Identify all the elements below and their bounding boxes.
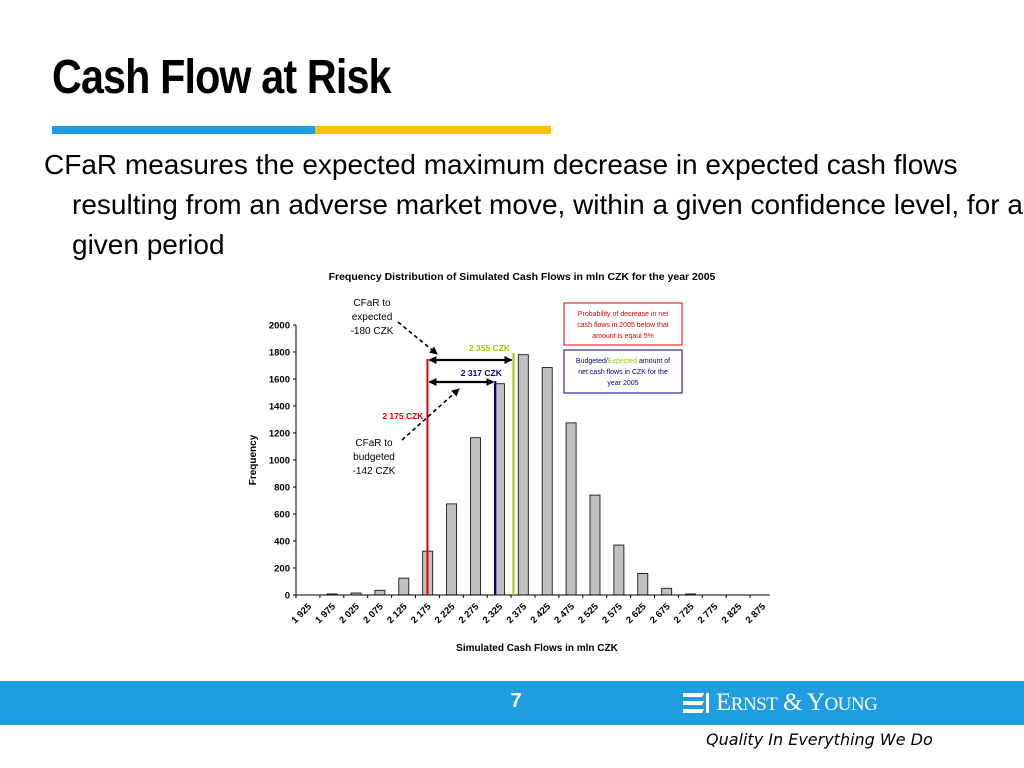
cfar-budgeted-line2: budgeted bbox=[353, 452, 395, 463]
title-rule-blue bbox=[52, 126, 315, 134]
probability-box-text: Probability of decrease in net cash flow… bbox=[577, 311, 668, 340]
marker-label-navy: 2 317 CZK bbox=[461, 368, 503, 378]
marker-label-red: 2 175 CZK bbox=[382, 411, 424, 421]
y-tick-label: 200 bbox=[274, 564, 290, 575]
marker-label-green: 2 355 CZK bbox=[469, 343, 511, 353]
title-rule-yellow bbox=[315, 126, 551, 134]
budget-part-rest: amount of bbox=[637, 358, 670, 365]
x-tick-label: 2 875 bbox=[744, 601, 769, 626]
budget-line2: net cash flows in CZK for the bbox=[578, 369, 668, 376]
x-tick-label: 2 525 bbox=[576, 601, 601, 626]
marker-lines: 2 175 CZK 2 317 CZK 2 355 CZK bbox=[382, 343, 515, 595]
footer-bar bbox=[0, 681, 1024, 725]
x-tick-label: 2 225 bbox=[433, 601, 458, 626]
budget-box bbox=[563, 349, 683, 394]
y-axis-ticks: 0 200 400 600 800 1000 1200 1400 1600 1800 2000 bbox=[269, 321, 296, 602]
x-tick-label: 1 925 bbox=[289, 601, 314, 626]
bar-2425 bbox=[541, 367, 553, 596]
bar-2575 bbox=[613, 544, 625, 596]
cfar-expected-line1: CFaR to bbox=[353, 298, 391, 309]
x-tick-label: 2 475 bbox=[552, 601, 577, 626]
bars bbox=[326, 354, 697, 596]
x-tick-label: 2 575 bbox=[600, 601, 625, 626]
budget-line1: Budgeted/Expected amount of bbox=[576, 358, 670, 365]
tagline: Quality In Everything We Do bbox=[706, 730, 933, 749]
cfar-chart: Frequency Distribution of Simulated Cash… bbox=[248, 271, 770, 654]
chart-title: Frequency Distribution of Simulated Cash… bbox=[329, 271, 716, 283]
bar-2625 bbox=[637, 572, 649, 596]
y-tick-label: 1400 bbox=[269, 402, 290, 413]
x-tick-label: 2 325 bbox=[481, 601, 506, 626]
axes bbox=[295, 325, 770, 596]
cfar-budgeted-annotation: CFaR to budgeted -142 CZK bbox=[353, 438, 396, 477]
x-tick-label: 2 375 bbox=[505, 601, 530, 626]
x-tick-label: 2 825 bbox=[720, 601, 745, 626]
slide-title: Cash Flow at Risk bbox=[52, 51, 391, 104]
y-tick-label: 1200 bbox=[269, 429, 290, 440]
x-tick-label: 2 175 bbox=[409, 601, 434, 626]
x-axis-ticks: 1 925 1 975 2 025 2 075 2 125 2 175 2 225 2 275… bbox=[289, 595, 769, 626]
bar-2125 bbox=[398, 577, 410, 596]
x-tick-label: 2 425 bbox=[528, 601, 553, 626]
ernst-young-logo: ERNST & YOUNG bbox=[680, 686, 940, 722]
x-axis-label: Simulated Cash Flows in mln CZK bbox=[456, 643, 618, 654]
ey-bars-icon bbox=[683, 693, 709, 713]
cfar-budgeted-line3: -142 CZK bbox=[353, 466, 396, 477]
page-number: 7 bbox=[510, 690, 522, 712]
bar-2675 bbox=[661, 587, 673, 596]
y-tick-label: 400 bbox=[274, 537, 290, 548]
x-tick-label: 2 625 bbox=[624, 601, 649, 626]
y-tick-label: 1000 bbox=[269, 456, 290, 467]
x-tick-label: 2 075 bbox=[361, 601, 386, 626]
budget-part-budgeted: Budgeted/ bbox=[576, 358, 608, 365]
y-tick-label: 1600 bbox=[269, 375, 290, 386]
cfar-budgeted-pointer bbox=[401, 388, 460, 441]
x-tick-label: 2 025 bbox=[337, 601, 362, 626]
y-tick-label: 800 bbox=[274, 483, 290, 494]
logo-wordmark: ERNST & YOUNG bbox=[716, 689, 878, 716]
x-tick-label: 2 775 bbox=[696, 601, 721, 626]
x-tick-label: 2 125 bbox=[385, 601, 410, 626]
cfar-expected-line3: -180 CZK bbox=[351, 326, 394, 337]
probability-box bbox=[563, 302, 683, 346]
x-tick-label: 2 675 bbox=[648, 601, 673, 626]
bar-2375 bbox=[517, 354, 529, 596]
x-tick-label: 2 725 bbox=[672, 601, 697, 626]
budget-part-expected: Expected bbox=[608, 358, 637, 365]
body-text: CFaR measures the expected maximum decre… bbox=[44, 149, 1023, 260]
bar-2475 bbox=[565, 422, 577, 596]
x-tick-label: 2 275 bbox=[457, 601, 482, 626]
bar-2275 bbox=[470, 437, 481, 596]
y-tick-label: 600 bbox=[274, 510, 290, 521]
y-tick-label: 1800 bbox=[269, 348, 290, 359]
probability-line1: Probability of decrease in net bbox=[578, 311, 668, 318]
cfar-expected-pointer bbox=[397, 321, 438, 355]
bar-2225 bbox=[446, 503, 458, 596]
probability-line3: amount is eqaul 5% bbox=[592, 333, 653, 340]
budget-box-text: Budgeted/Expected amount of net cash flo… bbox=[576, 358, 670, 387]
y-tick-label: 0 bbox=[285, 591, 290, 602]
probability-line2: cash flows in 2005 below that bbox=[577, 322, 668, 329]
bar-2075 bbox=[374, 589, 386, 596]
bar-2525 bbox=[589, 494, 601, 596]
y-tick-label: 2000 bbox=[269, 321, 290, 332]
cfar-expected-annotation: CFaR to expected -180 CZK bbox=[351, 298, 394, 337]
budget-line3: year 2005 bbox=[607, 380, 638, 387]
cfar-expected-line2: expected bbox=[352, 312, 393, 323]
cfar-budgeted-line1: CFaR to bbox=[355, 438, 393, 449]
x-tick-label: 1 975 bbox=[313, 601, 338, 626]
y-axis-label: Frequency bbox=[248, 434, 259, 485]
